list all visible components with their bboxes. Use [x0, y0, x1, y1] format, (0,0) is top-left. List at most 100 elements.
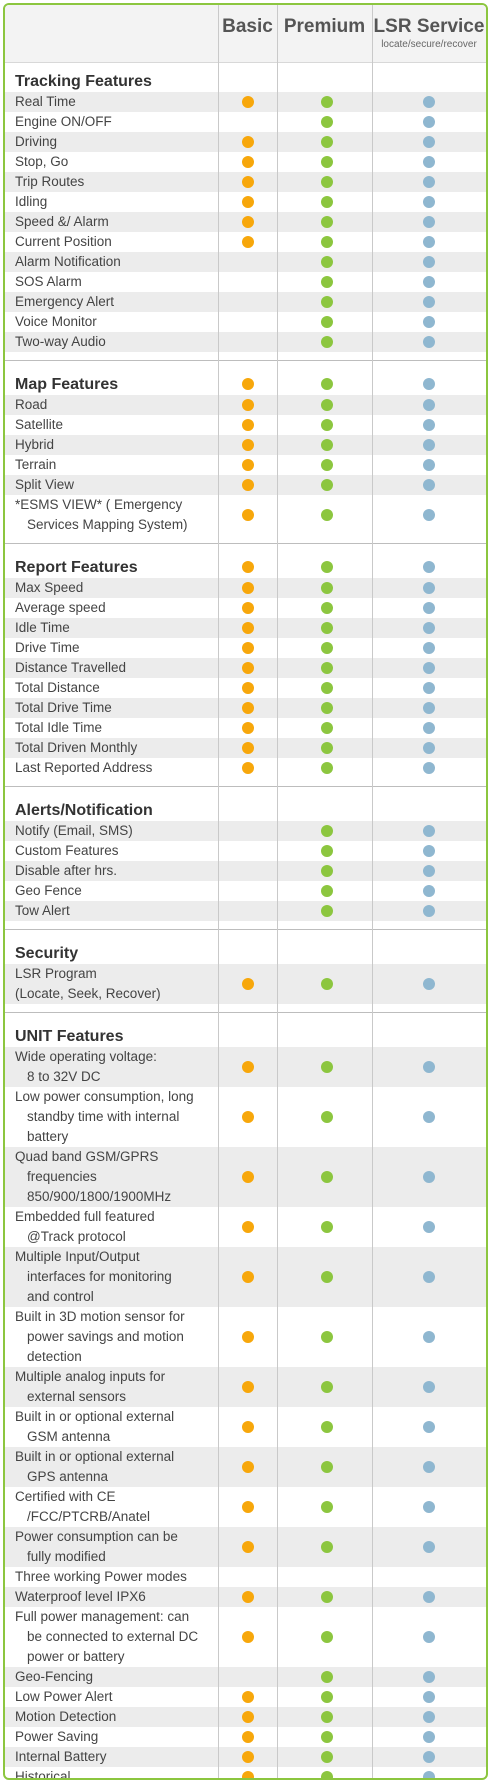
premium-dot-icon: [321, 459, 333, 471]
feature-label-line: power savings and motion: [27, 1329, 184, 1344]
column-header-premium: Premium: [283, 16, 366, 37]
premium-dot-icon: [321, 1591, 333, 1603]
feature-label: Stop, Go: [15, 152, 215, 172]
feature-label-line: Embedded full featured: [15, 1209, 155, 1224]
feature-label: Custom Features: [15, 841, 215, 861]
feature-label-line: Multiple analog inputs for: [15, 1369, 166, 1384]
premium-dot-icon: [321, 1751, 333, 1763]
feature-label: Disable after hrs.: [15, 861, 215, 881]
basic-dot-icon: [242, 662, 254, 674]
lsr-dot-icon: [423, 479, 435, 491]
feature-label-line: Road: [15, 397, 48, 412]
lsr-dot-icon: [423, 176, 435, 188]
feature-label: Power consumption can be fully modified: [15, 1527, 215, 1567]
section-title: Tracking Features: [15, 73, 152, 90]
feature-label-line: battery: [27, 1129, 69, 1144]
basic-dot-icon: [242, 722, 254, 734]
feature-label-line: Custom Features: [15, 843, 119, 858]
lsr-dot-icon: [423, 602, 435, 614]
lsr-dot-icon: [423, 276, 435, 288]
lsr-dot-icon: [423, 742, 435, 754]
section-spacer: [5, 535, 486, 543]
table-body: Tracking Features Real Time Engine ON/OFF D…: [5, 62, 486, 1778]
section-heading-row: Tracking Features: [5, 70, 486, 92]
lsr-dot-icon: [423, 439, 435, 451]
lsr-dot-icon: [423, 336, 435, 348]
premium-dot-icon: [321, 1331, 333, 1343]
premium-dot-icon: [321, 136, 333, 148]
lsr-dot-icon: [423, 905, 435, 917]
premium-dot-icon: [321, 1541, 333, 1553]
table-header: Basic Premium LSR Service locate/secure/…: [5, 5, 486, 63]
premium-dot-icon: [321, 1691, 333, 1703]
basic-dot-icon: [242, 1111, 254, 1123]
feature-row: Road: [5, 395, 486, 415]
feature-label: Emergency Alert: [15, 292, 215, 312]
premium-dot-icon: [321, 1421, 333, 1433]
feature-label-line: Trip Routes: [15, 174, 85, 189]
feature-label-line: fully modified: [27, 1549, 106, 1564]
feature-row: Driving: [5, 132, 486, 152]
feature-label: Notify (Email, SMS): [15, 821, 215, 841]
feature-row: Disable after hrs.: [5, 861, 486, 881]
lsr-dot-icon: [423, 1671, 435, 1683]
premium-dot-icon: [321, 742, 333, 754]
feature-label: Driving: [15, 132, 215, 152]
feature-label: Three working Power modes: [15, 1567, 215, 1587]
column-subheader-lsr-service: locate/secure/recover: [381, 39, 477, 50]
feature-label: Total Idle Time: [15, 718, 215, 738]
feature-row: Custom Features: [5, 841, 486, 861]
lsr-dot-icon: [423, 1381, 435, 1393]
feature-row: Satellite: [5, 415, 486, 435]
basic-dot-icon: [242, 762, 254, 774]
basic-dot-icon: [242, 439, 254, 451]
section-spacer: [5, 778, 486, 786]
feature-row: Low Power Alert: [5, 1687, 486, 1707]
premium-dot-icon: [321, 1221, 333, 1233]
feature-label: Certified with CE/FCC/PTCRB/Anatel: [15, 1487, 215, 1527]
basic-dot-icon: [242, 1711, 254, 1723]
feature-label: Satellite: [15, 415, 215, 435]
feature-row: Terrain: [5, 455, 486, 475]
basic-dot-icon: [242, 479, 254, 491]
feature-row: Power Saving: [5, 1727, 486, 1747]
premium-dot-icon: [321, 236, 333, 248]
lsr-dot-icon: [423, 1691, 435, 1703]
feature-label-line: Engine ON/OFF: [15, 114, 112, 129]
basic-dot-icon: [242, 96, 254, 108]
feature-row: Stop, Go: [5, 152, 486, 172]
feature-label-line: Geo Fence: [15, 883, 82, 898]
feature-label-line: Speed &/ Alarm: [15, 214, 109, 229]
lsr-dot-icon: [423, 1111, 435, 1123]
lsr-dot-icon: [423, 662, 435, 674]
premium-dot-icon: [321, 905, 333, 917]
basic-dot-icon: [242, 742, 254, 754]
lsr-dot-icon: [423, 1771, 435, 1778]
feature-row: Multiple Input/Output interfaces for moni…: [5, 1247, 486, 1307]
basic-dot-icon: [242, 1271, 254, 1283]
feature-label-line: Notify (Email, SMS): [15, 823, 133, 838]
feature-label-line: Last Reported Address: [15, 760, 153, 775]
basic-dot-icon: [242, 1171, 254, 1183]
feature-label: Last Reported Address: [15, 758, 215, 778]
feature-label: Multiple Input/Output interfaces for moni…: [15, 1247, 215, 1307]
premium-dot-icon: [321, 479, 333, 491]
section-spacer: [5, 786, 486, 799]
premium-dot-icon: [321, 399, 333, 411]
feature-label: LSR Program (Locate, Seek, Recover): [15, 964, 215, 1004]
basic-dot-icon: [242, 702, 254, 714]
feature-label-line: power or battery: [27, 1649, 125, 1664]
feature-label-line: Idling: [15, 194, 48, 209]
feature-label-line: Built in or optional external: [15, 1409, 175, 1424]
basic-dot-icon: [242, 1591, 254, 1603]
lsr-dot-icon: [423, 1171, 435, 1183]
premium-dot-icon: [321, 509, 333, 521]
feature-label: Motion Detection: [15, 1707, 215, 1727]
column-divider: [372, 5, 373, 1778]
feature-row: *ESMS VIEW* ( Emergency Services Mapping …: [5, 495, 486, 535]
premium-dot-icon: [321, 1671, 333, 1683]
lsr-dot-icon: [423, 1271, 435, 1283]
premium-dot-icon: [321, 662, 333, 674]
feature-label-line: be connected to external DC: [27, 1629, 199, 1644]
feature-label: Road: [15, 395, 215, 415]
